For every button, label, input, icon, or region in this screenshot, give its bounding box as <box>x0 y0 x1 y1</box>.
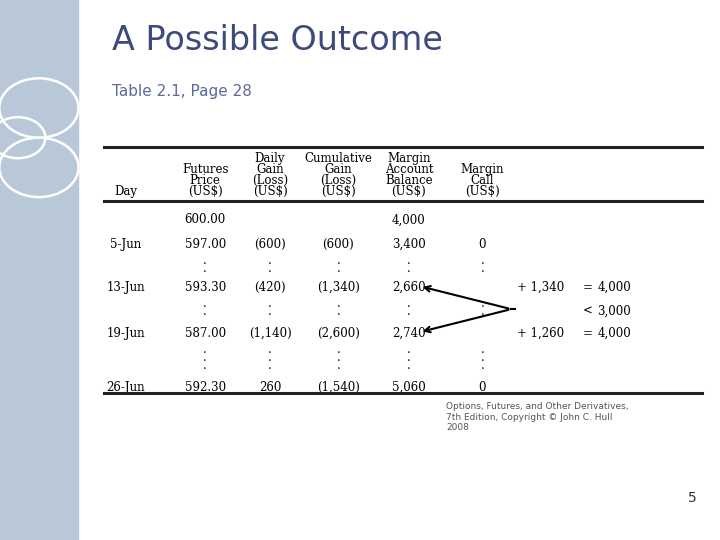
Text: Table 2.1, Page 28: Table 2.1, Page 28 <box>112 84 251 99</box>
Text: (1,140): (1,140) <box>248 327 292 340</box>
Text: 2,740: 2,740 <box>392 327 426 340</box>
Text: (1,540): (1,540) <box>317 381 360 394</box>
Text: Price: Price <box>190 174 220 187</box>
Text: (US$): (US$) <box>188 185 222 198</box>
Text: 4,000: 4,000 <box>598 327 631 340</box>
Text: 19-Jun: 19-Jun <box>107 327 145 340</box>
Text: 600.00: 600.00 <box>184 213 226 226</box>
Text: Margin: Margin <box>461 163 504 176</box>
Text: .: . <box>407 351 411 364</box>
Text: 4,000: 4,000 <box>598 281 631 294</box>
Text: .: . <box>336 343 341 356</box>
Text: 260: 260 <box>258 381 282 394</box>
Text: 4,000: 4,000 <box>392 213 426 226</box>
Text: 5: 5 <box>688 491 697 505</box>
Text: (600): (600) <box>323 238 354 251</box>
Text: .: . <box>203 351 207 364</box>
Text: 5,060: 5,060 <box>392 381 426 394</box>
Text: 5-Jun: 5-Jun <box>110 238 142 251</box>
Text: 26-Jun: 26-Jun <box>107 381 145 394</box>
Text: .: . <box>203 359 207 372</box>
Text: .: . <box>203 254 207 267</box>
Text: .: . <box>268 254 272 267</box>
Text: .: . <box>268 305 272 318</box>
Text: 13-Jun: 13-Jun <box>107 281 145 294</box>
Text: 0: 0 <box>479 381 486 394</box>
Text: Margin: Margin <box>387 152 431 165</box>
Text: .: . <box>480 351 485 364</box>
Text: Day: Day <box>114 185 138 198</box>
Text: 587.00: 587.00 <box>184 327 226 340</box>
Text: .: . <box>336 359 341 372</box>
Text: Gain: Gain <box>325 163 352 176</box>
Text: + 1,260: + 1,260 <box>517 327 564 340</box>
Text: .: . <box>480 254 485 267</box>
Text: A Possible Outcome: A Possible Outcome <box>112 24 443 57</box>
Text: =: = <box>583 281 593 294</box>
Text: (US$): (US$) <box>321 185 356 198</box>
Text: .: . <box>407 262 411 275</box>
Text: .: . <box>407 254 411 267</box>
Text: .: . <box>480 297 485 310</box>
Text: .: . <box>480 262 485 275</box>
Text: .: . <box>203 297 207 310</box>
Text: .: . <box>268 359 272 372</box>
Text: (US$): (US$) <box>253 185 287 198</box>
Text: .: . <box>203 343 207 356</box>
Text: (US$): (US$) <box>465 185 500 198</box>
Text: Daily: Daily <box>255 152 285 165</box>
Text: 3,400: 3,400 <box>392 238 426 251</box>
Text: (2,600): (2,600) <box>317 327 360 340</box>
Text: 2,660: 2,660 <box>392 281 426 294</box>
Text: (1,340): (1,340) <box>317 281 360 294</box>
Text: Options, Futures, and Other Derivatives,
7th Edition, Copyright © John C. Hull
2: Options, Futures, and Other Derivatives,… <box>446 402 629 432</box>
Text: .: . <box>480 305 485 318</box>
Text: .: . <box>268 351 272 364</box>
Text: 597.00: 597.00 <box>184 238 226 251</box>
Text: .: . <box>480 359 485 372</box>
Text: (600): (600) <box>254 238 286 251</box>
Text: .: . <box>203 305 207 318</box>
Text: 593.30: 593.30 <box>184 281 226 294</box>
Text: 3,000: 3,000 <box>598 305 631 318</box>
Text: + 1,340: + 1,340 <box>517 281 564 294</box>
Text: Call: Call <box>471 174 494 187</box>
Text: .: . <box>268 262 272 275</box>
Text: (US$): (US$) <box>392 185 426 198</box>
Text: .: . <box>407 359 411 372</box>
Text: =: = <box>583 327 593 340</box>
Text: .: . <box>268 297 272 310</box>
Text: (420): (420) <box>254 281 286 294</box>
Text: .: . <box>407 343 411 356</box>
Text: Gain: Gain <box>256 163 284 176</box>
Text: (Loss): (Loss) <box>320 174 356 187</box>
Text: Balance: Balance <box>385 174 433 187</box>
Text: (Loss): (Loss) <box>252 174 288 187</box>
Text: .: . <box>336 254 341 267</box>
Text: Cumulative: Cumulative <box>305 152 372 165</box>
Text: 592.30: 592.30 <box>184 381 226 394</box>
Text: .: . <box>407 297 411 310</box>
Text: Account: Account <box>384 163 433 176</box>
Text: <: < <box>583 305 593 318</box>
Text: .: . <box>407 305 411 318</box>
Text: .: . <box>336 297 341 310</box>
Text: .: . <box>203 262 207 275</box>
Text: Futures: Futures <box>182 163 228 176</box>
Text: 0: 0 <box>479 238 486 251</box>
Text: .: . <box>268 343 272 356</box>
Text: .: . <box>336 351 341 364</box>
Text: .: . <box>336 262 341 275</box>
Text: .: . <box>480 343 485 356</box>
Text: .: . <box>336 305 341 318</box>
